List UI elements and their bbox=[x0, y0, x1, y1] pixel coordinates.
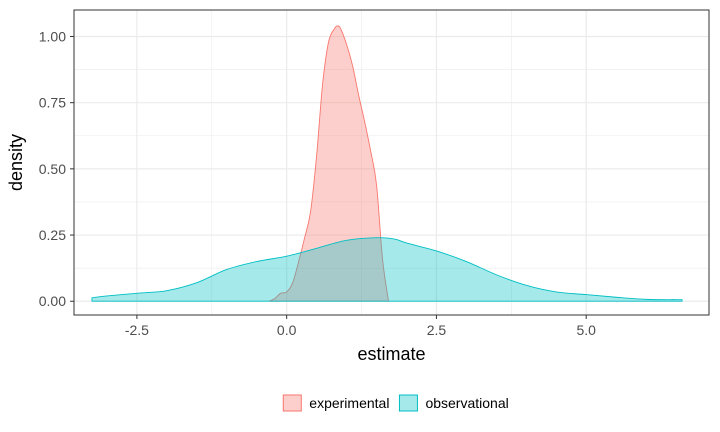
y-tick-label: 0.75 bbox=[39, 95, 66, 111]
legend-key bbox=[282, 394, 302, 412]
x-tick-label: -2.5 bbox=[125, 322, 149, 338]
y-axis-title: density bbox=[6, 134, 26, 191]
density-area-observational bbox=[91, 237, 683, 302]
axis-ticks bbox=[70, 35, 587, 319]
x-tick-labels: -2.5 0.0 2.5 5.0 bbox=[125, 322, 596, 338]
x-axis-title: estimate bbox=[357, 344, 425, 364]
legend-label: observational bbox=[425, 395, 508, 411]
y-tick-label: 1.00 bbox=[39, 28, 66, 44]
legend-item-experimental: experimental bbox=[282, 394, 389, 412]
density-line-observational bbox=[91, 237, 683, 302]
y-tick-label: 0.00 bbox=[39, 293, 66, 309]
density-areas bbox=[91, 25, 683, 302]
legend: experimental observational bbox=[282, 394, 509, 412]
x-tick-label: 0.0 bbox=[277, 322, 297, 338]
legend-item-observational: observational bbox=[398, 394, 509, 412]
legend-label: experimental bbox=[309, 395, 389, 411]
panel-border bbox=[73, 9, 710, 316]
legend-key bbox=[398, 394, 418, 412]
density-line-experimental bbox=[268, 25, 390, 302]
y-tick-label: 0.25 bbox=[39, 227, 66, 243]
x-tick-label: 5.0 bbox=[576, 322, 596, 338]
y-tick-labels: 0.00 0.25 0.50 0.75 1.00 bbox=[39, 28, 66, 309]
y-tick-label: 0.50 bbox=[39, 161, 66, 177]
x-tick-label: 2.5 bbox=[427, 322, 447, 338]
